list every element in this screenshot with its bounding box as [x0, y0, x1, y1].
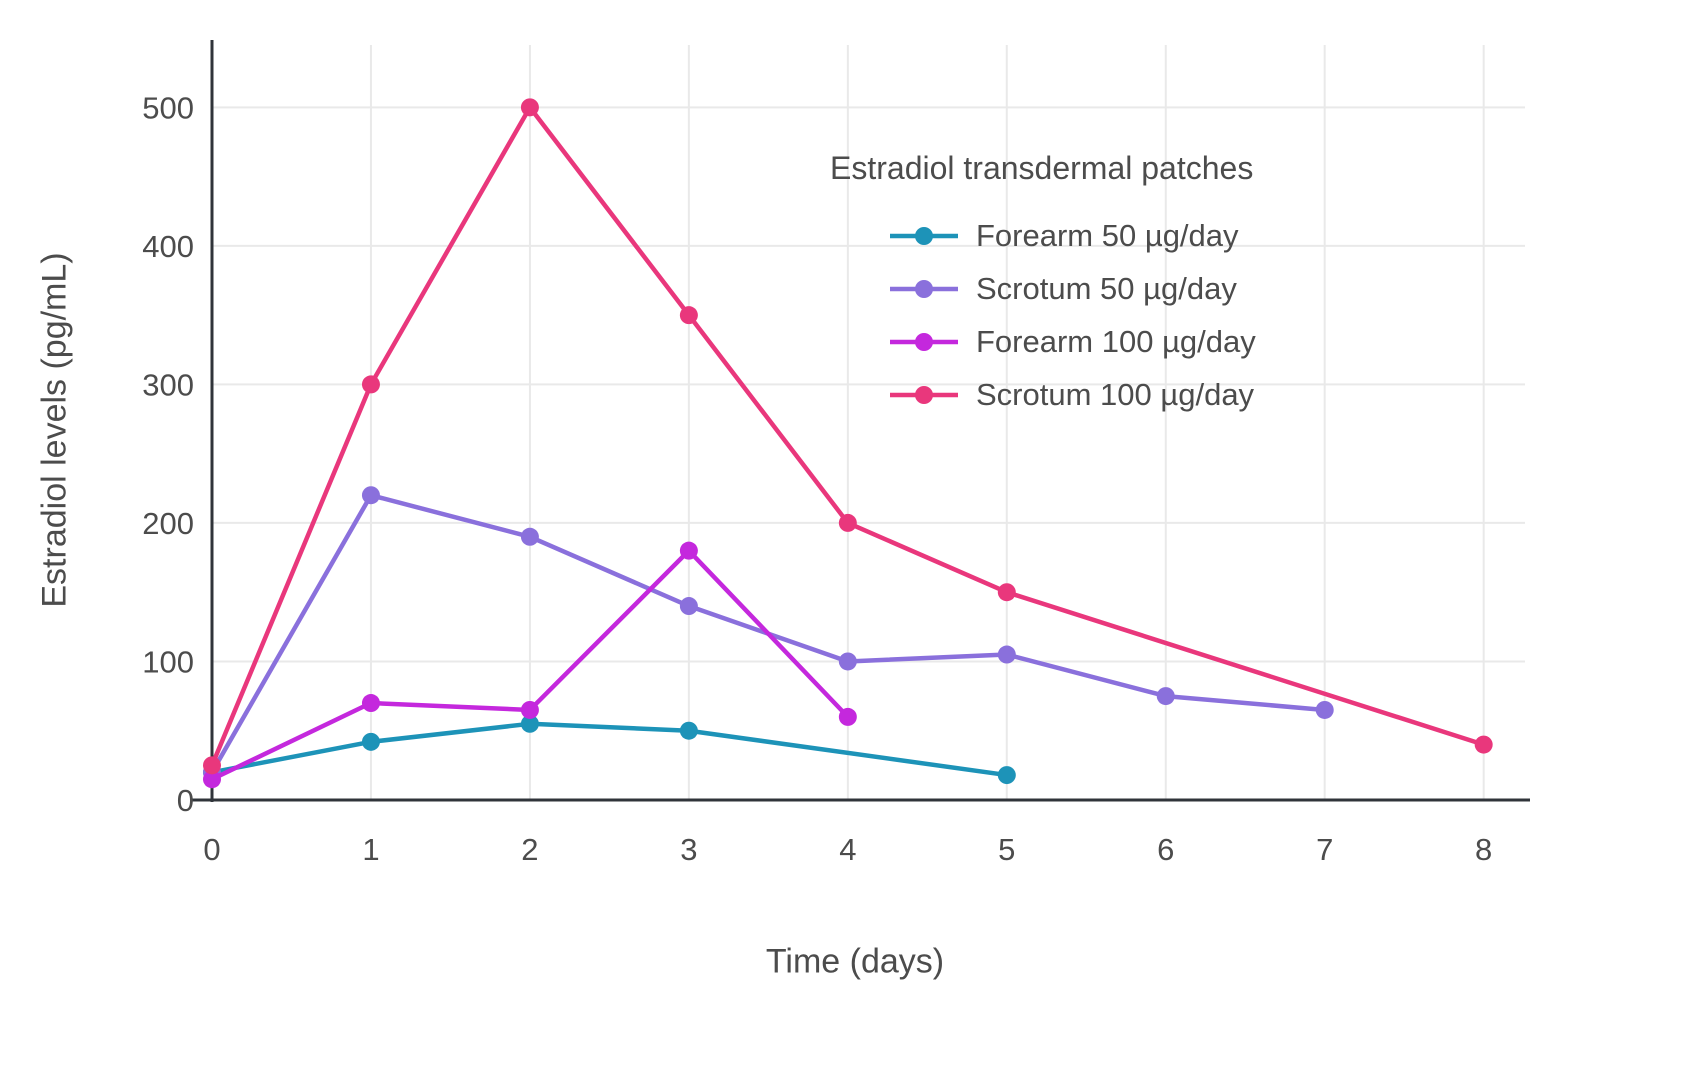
legend-label: Scrotum 50 µg/day [976, 270, 1237, 306]
legend-marker-icon [890, 385, 958, 404]
data-point-scrotum-50-g-day-x3 [679, 597, 698, 616]
x-axis-title: Time (days) [765, 942, 945, 981]
data-point-forearm-100-g-day-x1 [361, 694, 380, 713]
data-point-scrotum-50-g-day-x7 [1315, 700, 1334, 719]
y-tick-label-400: 400 [142, 229, 194, 264]
legend-item-scrotum-50-g-day[interactable]: Scrotum 50 µg/day [888, 262, 1256, 315]
x-tick-label-8: 8 [1475, 832, 1492, 867]
x-tick-label-6: 6 [1157, 832, 1174, 867]
data-point-scrotum-100-g-day-x4 [838, 513, 857, 532]
y-axis-title: Estradiol levels (pg/mL) [35, 252, 74, 608]
data-point-scrotum-100-g-day-x1 [361, 375, 380, 394]
data-point-scrotum-50-g-day-x2 [520, 527, 539, 546]
data-point-forearm-50-g-day-x2 [520, 714, 539, 733]
data-point-forearm-50-g-day-x3 [679, 721, 698, 740]
x-tick-label-0: 0 [203, 832, 220, 867]
data-point-scrotum-50-g-day-x4 [838, 652, 857, 671]
data-point-forearm-100-g-day-x4 [838, 707, 857, 726]
x-tick-label-5: 5 [998, 832, 1015, 867]
data-point-forearm-100-g-day-x3 [679, 541, 698, 560]
legend-label: Forearm 100 µg/day [976, 323, 1256, 359]
data-point-scrotum-100-g-day-x5 [997, 583, 1016, 602]
legend-marker-icon [890, 226, 958, 245]
legend-item-forearm-50-g-day[interactable]: Forearm 50 µg/day [888, 209, 1256, 262]
legend-item-forearm-100-g-day[interactable]: Forearm 100 µg/day [888, 315, 1256, 368]
data-point-forearm-100-g-day-x2 [520, 700, 539, 719]
y-tick-label-200: 200 [142, 506, 194, 541]
x-tick-label-2: 2 [521, 832, 538, 867]
data-point-scrotum-50-g-day-x1 [361, 486, 380, 505]
y-tick-label-0: 0 [177, 783, 194, 818]
data-point-scrotum-100-g-day-x8 [1474, 735, 1493, 754]
x-tick-label-1: 1 [362, 832, 379, 867]
x-tick-label-4: 4 [839, 832, 856, 867]
x-tick-label-7: 7 [1316, 832, 1333, 867]
legend-label: Scrotum 100 µg/day [976, 376, 1255, 412]
data-point-forearm-50-g-day-x1 [361, 732, 380, 751]
legend-marker-icon [890, 279, 958, 298]
data-point-scrotum-100-g-day-x3 [679, 306, 698, 325]
series-line-forearm-50-g-day [209, 721, 1010, 778]
legend-title: Estradiol transdermal patches [830, 150, 1254, 186]
legend-item-scrotum-100-g-day[interactable]: Scrotum 100 µg/day [888, 368, 1256, 421]
legend-marker-icon [890, 332, 958, 351]
y-tick-label-500: 500 [142, 90, 194, 125]
data-point-scrotum-50-g-day-x5 [997, 645, 1016, 664]
y-tick-label-300: 300 [142, 367, 194, 402]
data-point-forearm-100-g-day-x0 [203, 770, 221, 789]
data-point-forearm-50-g-day-x5 [997, 766, 1016, 785]
data-point-scrotum-100-g-day-x0 [203, 756, 221, 775]
x-tick-label-3: 3 [680, 832, 697, 867]
y-tick-label-100: 100 [142, 644, 194, 679]
data-point-scrotum-100-g-day-x2 [520, 98, 539, 117]
data-point-scrotum-50-g-day-x6 [1156, 687, 1175, 706]
legend-items: Forearm 50 µg/day Scrotum 50 µg/day Forear… [830, 209, 1256, 421]
legend: Estradiol transdermal patches Forearm 50… [830, 150, 1256, 421]
legend-label: Forearm 50 µg/day [976, 217, 1239, 253]
